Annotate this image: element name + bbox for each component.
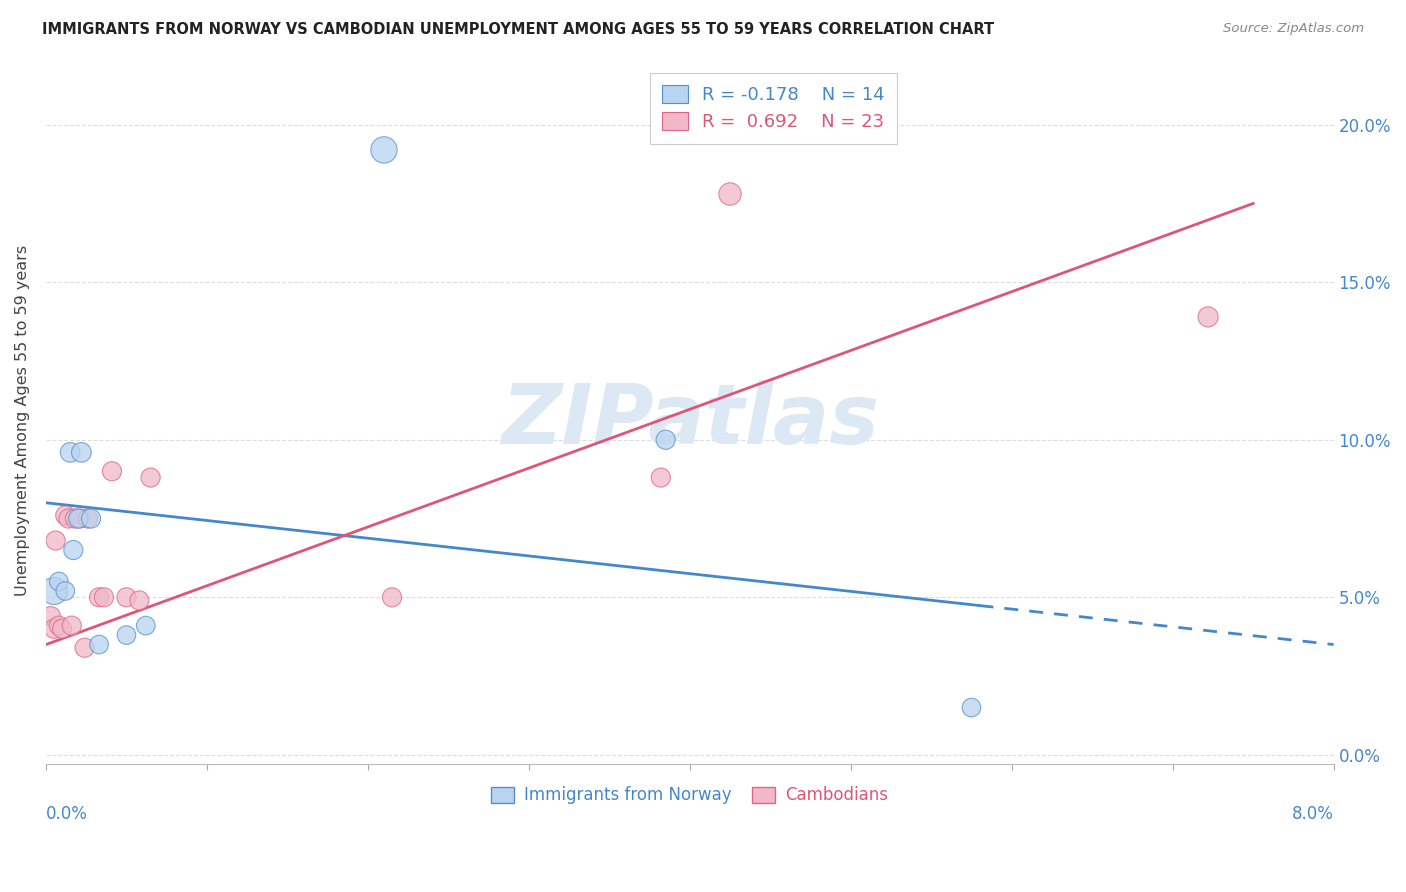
Point xyxy=(87,638,110,652)
Point xyxy=(76,511,98,525)
Point xyxy=(654,433,676,447)
Point xyxy=(58,511,80,525)
Point xyxy=(39,609,62,624)
Y-axis label: Unemployment Among Ages 55 to 59 years: Unemployment Among Ages 55 to 59 years xyxy=(15,245,30,597)
Point xyxy=(93,591,115,605)
Point xyxy=(381,591,404,605)
Point xyxy=(42,584,65,599)
Text: 8.0%: 8.0% xyxy=(1292,805,1334,823)
Point xyxy=(62,543,84,558)
Point xyxy=(87,591,110,605)
Point xyxy=(139,470,162,484)
Point xyxy=(373,143,395,157)
Text: ZIPatlas: ZIPatlas xyxy=(501,380,879,461)
Point xyxy=(59,445,82,459)
Point xyxy=(101,464,124,478)
Point xyxy=(135,618,157,632)
Point xyxy=(1197,310,1219,324)
Point xyxy=(45,533,67,548)
Text: 0.0%: 0.0% xyxy=(46,805,87,823)
Point xyxy=(51,622,73,636)
Point xyxy=(718,187,741,202)
Point xyxy=(73,640,96,655)
Point xyxy=(48,574,70,589)
Point xyxy=(48,618,70,632)
Point xyxy=(650,470,672,484)
Text: Source: ZipAtlas.com: Source: ZipAtlas.com xyxy=(1223,22,1364,36)
Point xyxy=(60,618,83,632)
Point xyxy=(115,591,138,605)
Point xyxy=(67,511,90,525)
Point xyxy=(53,584,76,599)
Point xyxy=(80,511,103,525)
Point xyxy=(128,593,150,607)
Legend: Immigrants from Norway, Cambodians: Immigrants from Norway, Cambodians xyxy=(485,780,896,811)
Point xyxy=(53,508,76,523)
Point xyxy=(115,628,138,642)
Point xyxy=(42,622,65,636)
Point xyxy=(960,700,983,714)
Point xyxy=(69,511,91,525)
Text: IMMIGRANTS FROM NORWAY VS CAMBODIAN UNEMPLOYMENT AMONG AGES 55 TO 59 YEARS CORRE: IMMIGRANTS FROM NORWAY VS CAMBODIAN UNEM… xyxy=(42,22,994,37)
Point xyxy=(70,445,93,459)
Point xyxy=(63,511,86,525)
